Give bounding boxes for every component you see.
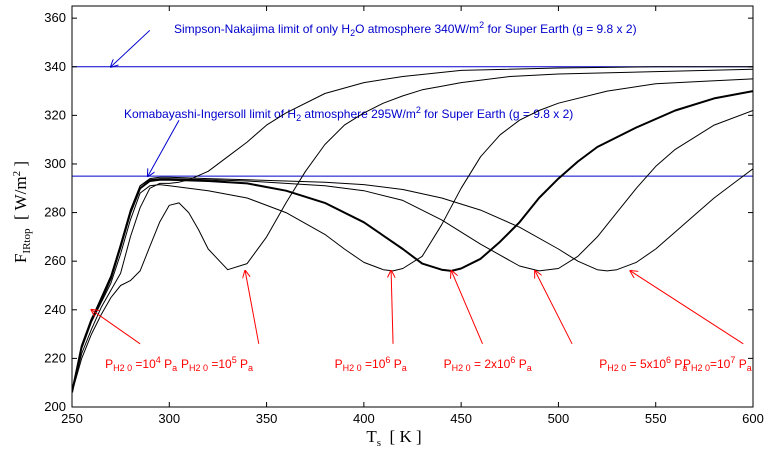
y-tick-label: 200: [44, 399, 66, 414]
annotation-label-part: =10: [362, 357, 386, 371]
annotation-label-sup: 6: [385, 355, 390, 365]
annotation-label-part: P: [105, 357, 113, 371]
x-tick-label: 550: [645, 411, 667, 426]
limit-label-part: atmosphere 295W/m: [301, 107, 416, 121]
y-axis-title-sub: IRtop: [21, 228, 33, 254]
annotation-label-part: =10: [208, 357, 232, 371]
limit-label-sub: 2: [296, 113, 301, 123]
annotation-label-part: P: [683, 357, 691, 371]
series-line: [72, 168, 753, 393]
x-tick-label: 300: [158, 411, 180, 426]
annotation-label-part: P: [599, 357, 607, 371]
x-axis-title-rest: [ K ]: [381, 427, 422, 446]
annotation-arrow: [391, 271, 393, 344]
annotation-label: PH2 0 =104 Pa: [105, 355, 177, 373]
annotation-label: PH2 0 =105 Pa: [181, 355, 253, 373]
annotation-label-part: P: [390, 357, 401, 371]
annotation-label-sub: H2 0: [343, 363, 362, 373]
series-line: [72, 68, 753, 393]
limit-arrow: [148, 119, 180, 176]
annotation-arrow: [91, 310, 141, 345]
y-tick-label: 360: [44, 10, 66, 25]
limit-label-part: O atmosphere 340W/m: [355, 22, 479, 36]
limit-label-sub: 2: [350, 28, 355, 38]
y-tick-label: 240: [44, 302, 66, 317]
annotation-label-part: P: [237, 357, 248, 371]
annotation-label-sub: H2 0: [452, 363, 471, 373]
annotation-label-part: = 2x10: [471, 357, 511, 371]
limit-label-part: Simpson-Nakajima limit of only H: [174, 22, 350, 36]
series-line: [72, 78, 753, 393]
x-tick-label: 450: [450, 411, 472, 426]
annotation-label-sub: a: [527, 363, 532, 373]
annotation-arrow: [451, 271, 484, 345]
x-tick-label: 350: [256, 411, 278, 426]
y-tick-label: 220: [44, 350, 66, 365]
annotation-arrow: [630, 271, 744, 345]
x-axis-title-sub: s: [377, 437, 381, 449]
limit-label-part: Komabayashi-Ingersoll limit of H: [124, 107, 296, 121]
limit-label: Komabayashi-Ingersoll limit of H2 atmosp…: [124, 105, 573, 123]
y-tick-label: 340: [44, 59, 66, 74]
limit-label-sup: 2: [416, 105, 421, 115]
annotation-label-part: = 5x10: [626, 357, 666, 371]
x-tick-label: 600: [742, 411, 764, 426]
annotation-label-part: =10: [710, 357, 731, 371]
series-line: [72, 90, 753, 393]
annotation-label-sup: 6: [666, 355, 671, 365]
y-tick-label: 300: [44, 156, 66, 171]
x-axis-title-main: T: [366, 427, 377, 446]
series-line: [72, 110, 753, 393]
annotation-label-part: P: [671, 357, 682, 371]
x-tick-label: 250: [61, 411, 83, 426]
annotation-label-part: P: [444, 357, 452, 371]
limit-label-part: for Super Earth (g = 9.8 x 2): [421, 107, 573, 121]
annotation-label-sub: a: [248, 363, 253, 373]
y-tick-label: 320: [44, 107, 66, 122]
x-tick-label: 500: [548, 411, 570, 426]
y-axis-title-sup: 2: [11, 171, 23, 177]
y-axis-title-rest2: ]: [11, 161, 30, 171]
annotation-label-part: P: [515, 357, 526, 371]
y-tick-label: 280: [44, 205, 66, 220]
y-tick-label: 260: [44, 253, 66, 268]
annotation-label-sub: a: [402, 363, 407, 373]
annotation-label-sub: H2 0: [607, 363, 626, 373]
annotation-label-sup: 4: [156, 355, 161, 365]
plot-frame: [71, 5, 754, 408]
annotation-label-sub: H2 0: [691, 363, 710, 373]
annotation-label-part: P: [335, 357, 343, 371]
annotation-label-part: P: [181, 357, 189, 371]
y-axis-title-main: F: [11, 254, 30, 263]
annotation-label-sub: a: [172, 363, 177, 373]
x-tick-label: 400: [353, 411, 375, 426]
annotation-label-part: =10: [132, 357, 156, 371]
annotation-label: PH2 0 =106 Pa: [335, 355, 407, 373]
annotation-label-sub: H2 0: [113, 363, 132, 373]
annotation-label-part: P: [161, 357, 172, 371]
limit-label-sup: 2: [479, 20, 484, 30]
annotation-label: PH2 0 = 2x106 Pa: [444, 355, 532, 373]
x-axis-title: Ts [ K ]: [366, 427, 421, 449]
y-axis-title: FIRtop [ W/m2 ]: [11, 161, 33, 263]
annotation-label-part: P: [735, 357, 746, 371]
limit-label-part: for Super Earth (g = 9.8 x 2): [484, 22, 636, 36]
annotation-arrow: [535, 271, 573, 345]
y-axis-title-rest: [ W/m: [11, 176, 30, 228]
annotation-label-sup: 5: [232, 355, 237, 365]
annotation-label: PH2 0 = 5x106 Pa: [599, 355, 687, 373]
annotation-label-sup: 7: [730, 355, 735, 365]
limit-arrow: [111, 29, 151, 66]
limit-label: Simpson-Nakajima limit of only H2O atmos…: [174, 20, 637, 38]
annotation-label: PH2 0=107 Pa: [683, 355, 752, 373]
annotation-label-sub: a: [682, 363, 687, 373]
annotation-label-sub: H2 0: [189, 363, 208, 373]
annotation-arrow: [245, 271, 260, 344]
annotation-label-sup: 6: [510, 355, 515, 365]
annotation-label-sub: a: [747, 363, 752, 373]
